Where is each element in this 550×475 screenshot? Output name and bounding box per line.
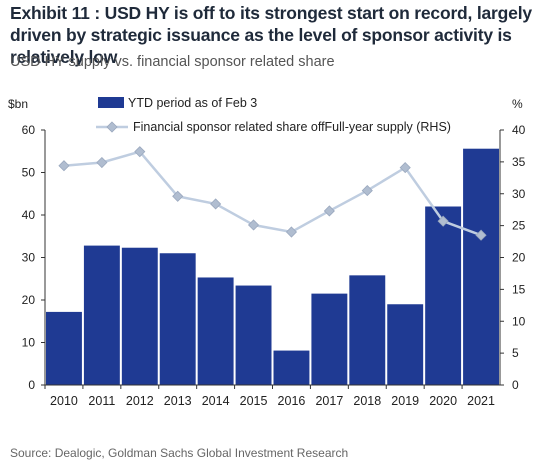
y-tick-right: 40 — [512, 123, 526, 137]
bar-2016 — [273, 350, 310, 385]
x-tick-label: 2018 — [353, 394, 381, 408]
bar-2017 — [311, 293, 348, 385]
point-2016 — [285, 226, 298, 238]
point-2012 — [134, 146, 146, 158]
y-tick-right: 20 — [512, 251, 526, 265]
bar-2018 — [349, 275, 386, 385]
legend-label-line: Financial sponsor related share offFull-… — [133, 120, 451, 134]
line-sponsor-share — [63, 150, 482, 237]
point-2018 — [361, 184, 373, 197]
y-tick-right: 35 — [512, 155, 526, 169]
bar-2010 — [46, 311, 82, 385]
bar-2013 — [159, 253, 196, 385]
y-tick-left: 30 — [22, 251, 36, 265]
chart-title: Exhibit 11 : USD HY is off to its strong… — [10, 3, 532, 67]
point-2015 — [247, 219, 260, 231]
bar-2011 — [83, 245, 120, 385]
y-tick-right: 15 — [512, 282, 526, 296]
bar-2020 — [425, 206, 462, 385]
x-tick-label: 2012 — [126, 394, 154, 408]
x-tick-label: 2021 — [467, 394, 495, 408]
bar-2012 — [121, 247, 158, 385]
point-2013 — [172, 190, 184, 202]
point-2017 — [323, 205, 335, 217]
chart-subtitle: USD HY supply vs. financial sponsor rela… — [10, 54, 335, 70]
y-tick-left: 60 — [22, 123, 36, 137]
y-tick-right: 10 — [512, 314, 526, 328]
x-tick-label: 2016 — [278, 394, 306, 408]
y-tick-right: 5 — [512, 346, 519, 360]
bar-2014 — [197, 277, 234, 385]
chart-canvas: $bn % 0 10 20 30 40 50 60 0 5 10 15 20 25 30 35 40 2010 201… — [8, 96, 526, 408]
point-2021 — [475, 229, 487, 241]
legend-label-bar: YTD period as of Feb 3 — [128, 96, 257, 110]
bar-2019 — [387, 304, 424, 385]
y-tick-right: 30 — [512, 187, 526, 201]
y-tick-left: 0 — [28, 378, 35, 392]
x-tick-label: 2020 — [429, 394, 457, 408]
y-tick-left: 40 — [22, 208, 36, 222]
y-tick-right: 25 — [512, 219, 526, 233]
x-tick-label: 2014 — [202, 394, 230, 408]
y-axis-left-label: $bn — [8, 97, 28, 111]
point-2010 — [58, 160, 70, 172]
source-note: Source: Dealogic, Goldman Sachs Global I… — [10, 446, 349, 460]
x-tick-label: 2017 — [315, 394, 343, 408]
bar-2021 — [463, 148, 499, 385]
legend-swatch-marker — [106, 121, 118, 133]
x-tick-label: 2015 — [240, 394, 268, 408]
x-tick-label: 2011 — [88, 394, 115, 408]
point-2011 — [96, 156, 108, 169]
x-tick-label: 2013 — [164, 394, 192, 408]
x-tick-label: 2010 — [50, 394, 78, 408]
legend-swatch-bar — [98, 97, 124, 108]
x-tick-label: 2019 — [391, 394, 419, 408]
point-2014 — [210, 198, 222, 210]
point-2020 — [437, 215, 449, 227]
bar-2015 — [235, 285, 272, 385]
y-axis-right-label: % — [512, 97, 523, 111]
y-tick-left: 20 — [22, 293, 36, 307]
y-tick-right: 0 — [512, 378, 519, 392]
y-tick-left: 10 — [22, 336, 36, 350]
point-2019 — [399, 162, 411, 174]
y-tick-left: 50 — [22, 166, 36, 180]
